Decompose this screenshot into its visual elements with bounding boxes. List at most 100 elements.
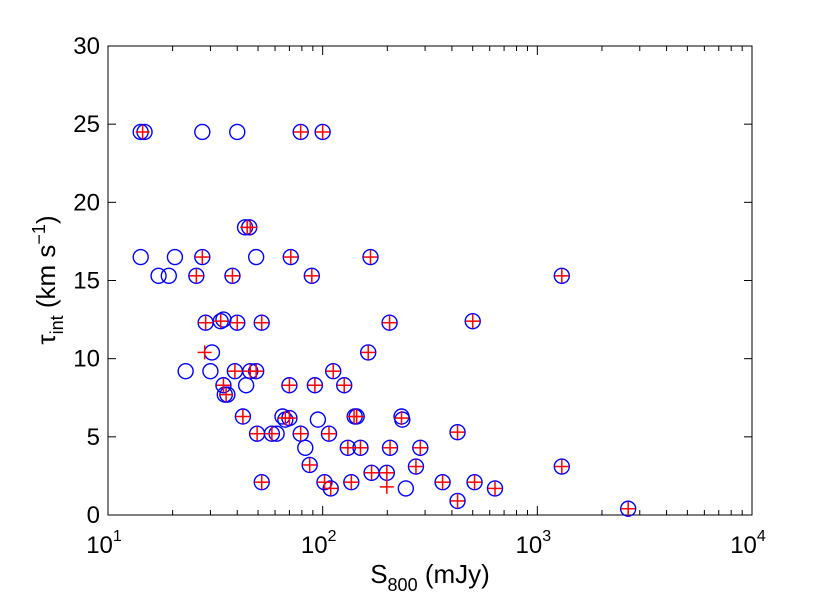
plus-marker	[254, 315, 269, 330]
plot-area	[107, 45, 753, 516]
plus-marker	[197, 345, 212, 360]
plus-marker	[219, 387, 234, 402]
y-axis-label-main: τ	[31, 334, 61, 345]
plus-marker	[321, 426, 336, 441]
plus-marker	[250, 426, 265, 441]
plus-marker	[243, 220, 258, 235]
plus-marker	[317, 475, 332, 490]
circle-marker	[160, 267, 178, 285]
circle-marker	[434, 473, 451, 491]
circle-marker	[394, 411, 411, 428]
x-tick-base: 10	[730, 532, 757, 559]
circle-marker	[360, 344, 377, 361]
x-tick-exponent: 2	[328, 528, 337, 545]
circle-marker	[188, 267, 205, 285]
circle-marker	[322, 480, 339, 497]
x-tick-base: 10	[516, 532, 543, 559]
plus-marker	[487, 481, 502, 496]
circle-marker	[166, 248, 184, 266]
circle-marker	[381, 314, 398, 331]
circle-marker	[229, 314, 246, 331]
y-tick-label: 25	[73, 111, 100, 138]
plus-marker	[450, 493, 465, 508]
x-axis-label-rest: (mJy)	[418, 559, 490, 589]
y-tick-label: 10	[73, 346, 100, 373]
circle-marker	[150, 267, 167, 285]
circle-marker	[253, 314, 270, 331]
axis-ticks	[107, 45, 752, 516]
plus-marker	[450, 425, 465, 440]
circle-marker	[325, 362, 342, 380]
plus-marker	[315, 124, 330, 139]
plus-marker	[364, 465, 379, 480]
y-axis-label-end: )	[31, 215, 61, 224]
circle-marker	[202, 362, 219, 380]
plus-marker	[363, 250, 378, 265]
plus-marker	[394, 411, 409, 426]
circle-marker	[464, 312, 481, 330]
y-tick-label: 30	[73, 33, 100, 60]
plus-marker	[213, 314, 228, 329]
circle-marker	[247, 248, 265, 266]
plus-marker	[435, 475, 450, 490]
circle-marker	[132, 248, 149, 266]
plus-marker	[254, 475, 269, 490]
circle-marker	[224, 267, 241, 285]
plus-marker	[353, 440, 368, 455]
circle-marker	[449, 423, 466, 441]
circle-marker	[314, 123, 331, 141]
y-axis-label-sub: int	[47, 315, 67, 334]
y-tick-labels: 0 5 10 15 20 25 30	[73, 33, 100, 529]
plus-marker	[383, 440, 398, 455]
circle-marker	[253, 473, 270, 491]
circle-marker	[407, 458, 425, 475]
plus-marker	[379, 479, 394, 494]
circle-marker	[303, 267, 321, 285]
circle-marker	[306, 377, 324, 394]
plus-marker	[293, 124, 308, 139]
plus-marker	[554, 268, 569, 283]
plus-marker	[283, 250, 298, 265]
plus-marker	[230, 315, 245, 330]
plus-marker	[554, 459, 569, 474]
plus-marker	[135, 124, 150, 139]
circle-marker	[215, 377, 232, 394]
y-axis-label: τint (km s−1)	[29, 215, 67, 344]
circle-marker	[292, 123, 309, 141]
circle-marker	[362, 248, 379, 266]
plus-marker	[340, 440, 355, 455]
plus-marker	[282, 411, 297, 426]
circle-marker	[281, 377, 298, 394]
plus-marker	[344, 475, 359, 490]
plus-marker	[465, 314, 480, 329]
circle-marker	[466, 473, 483, 491]
x-axis-label-sub: 800	[388, 575, 418, 595]
plus-marker	[293, 426, 308, 441]
circle-marker	[282, 248, 299, 266]
plus-marker	[621, 501, 636, 516]
plus-marker	[307, 378, 322, 393]
x-tick-exponent: 1	[113, 528, 122, 545]
circle-marker	[553, 458, 570, 475]
y-tick-label: 15	[73, 268, 100, 295]
circle-marker	[263, 425, 281, 442]
y-tick-label: 5	[87, 424, 100, 451]
circle-marker	[237, 377, 255, 394]
circle-marker	[316, 473, 333, 491]
circle-marker	[381, 439, 399, 456]
circle-marker	[229, 123, 246, 141]
y-tick-label: 20	[73, 189, 100, 216]
x-tick-labels: 101 102 103 104	[86, 528, 766, 559]
circle-marker	[619, 500, 637, 517]
plus-marker	[189, 268, 204, 283]
circle-marker	[486, 480, 504, 497]
circle-marker	[194, 248, 211, 266]
x-axis-label: S800 (mJy)	[370, 559, 490, 595]
x-tick-exponent: 4	[757, 528, 766, 545]
circle-marker	[212, 312, 229, 330]
x-tick-label: 101	[86, 528, 122, 559]
plus-marker	[282, 378, 297, 393]
circle-marker	[553, 267, 570, 285]
circle-marker	[309, 411, 327, 428]
